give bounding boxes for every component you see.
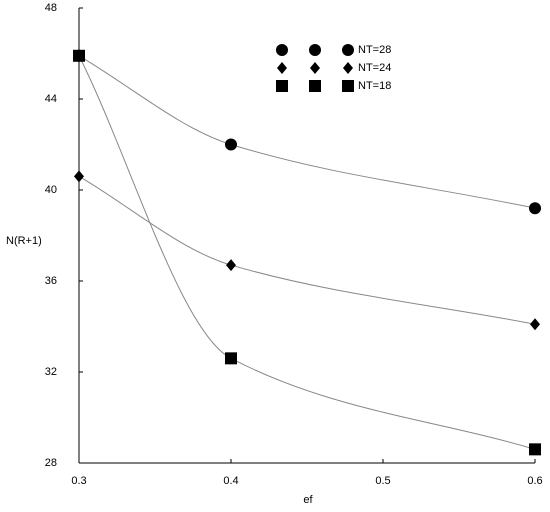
legend-marker bbox=[343, 62, 353, 74]
x-tick-label: 0.5 bbox=[375, 475, 390, 487]
marker bbox=[225, 352, 237, 365]
x-tick-label: 0.4 bbox=[223, 475, 238, 487]
legend-marker bbox=[309, 80, 321, 92]
legend-marker bbox=[342, 44, 354, 56]
y-tick-label: 28 bbox=[45, 457, 57, 469]
marker bbox=[529, 202, 541, 215]
y-tick-label: 36 bbox=[45, 275, 57, 287]
legend-marker bbox=[309, 44, 321, 56]
legend-marker bbox=[310, 62, 320, 74]
marker bbox=[74, 170, 84, 183]
legend-label: NT=18 bbox=[358, 80, 391, 92]
series-line bbox=[78, 55, 536, 209]
y-tick-label: 44 bbox=[45, 93, 57, 105]
legend-label: NT=24 bbox=[358, 62, 391, 74]
legend-label: NT=28 bbox=[358, 44, 391, 56]
legend-marker bbox=[276, 44, 288, 56]
marker bbox=[73, 49, 85, 62]
marker bbox=[530, 318, 540, 331]
series-line bbox=[78, 175, 536, 325]
x-axis-label: ef bbox=[303, 494, 313, 506]
y-tick-label: 40 bbox=[45, 184, 57, 196]
y-tick-label: 48 bbox=[45, 2, 57, 14]
y-axis-label: N(R+1) bbox=[6, 235, 42, 247]
legend-marker bbox=[277, 62, 287, 74]
x-tick-label: 0.3 bbox=[71, 475, 86, 487]
y-tick-label: 32 bbox=[45, 366, 57, 378]
marker bbox=[225, 138, 237, 151]
legend-marker bbox=[276, 80, 288, 92]
marker bbox=[226, 259, 236, 272]
series-line bbox=[78, 55, 536, 450]
legend-marker bbox=[342, 80, 354, 92]
marker bbox=[529, 443, 541, 456]
x-tick-label: 0.6 bbox=[527, 475, 542, 487]
